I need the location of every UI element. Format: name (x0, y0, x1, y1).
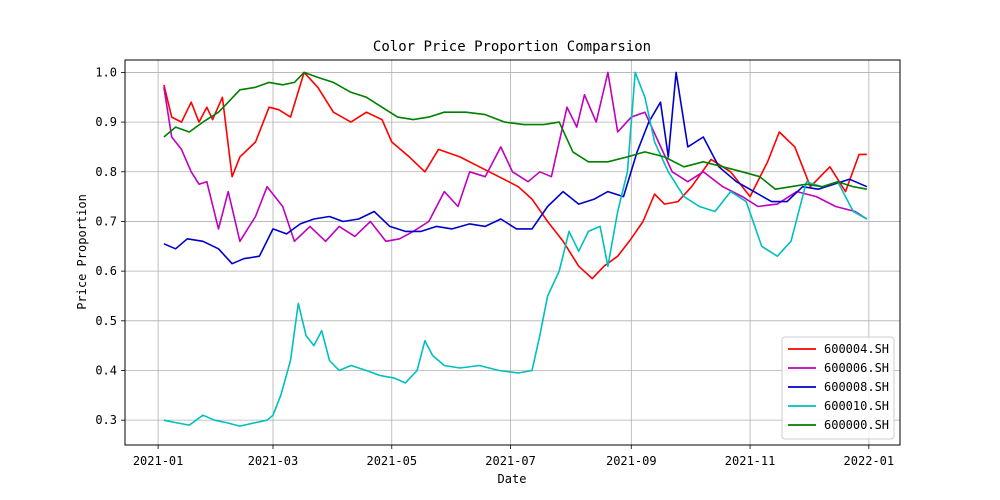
series-line-600006-sh (163, 71, 868, 243)
x-tick-label: 2021-09 (606, 454, 657, 468)
series-lines (163, 71, 868, 427)
legend-label: 600000.SH (824, 418, 889, 432)
series-line-600000-sh (163, 71, 868, 190)
x-tick-label: 2021-01 (133, 454, 184, 468)
y-tick-label: 0.6 (95, 264, 117, 278)
x-tick-label: 2021-11 (725, 454, 776, 468)
y-tick-label: 0.7 (95, 214, 117, 228)
grid (125, 60, 900, 445)
legend-box (781, 336, 895, 440)
series-line-600010-sh (163, 71, 868, 427)
series-line-600008-sh (163, 71, 868, 265)
y-tick-label: 1.0 (95, 65, 117, 79)
legend: 600004.SH 600006.SH 600008.SH 600010.SH 6000… (781, 336, 895, 440)
y-axis-title: Price Proportion (75, 194, 89, 310)
plot-frame (124, 59, 901, 446)
legend-label: 600006.SH (824, 361, 889, 375)
y-tick-label: 0.9 (95, 115, 117, 129)
y-tick-label: 0.5 (95, 314, 117, 328)
y-tick-label: 0.3 (95, 413, 117, 427)
y-tick-label: 0.8 (95, 165, 117, 179)
x-tick-label: 2021-07 (485, 454, 536, 468)
x-axis-title: Date (498, 472, 527, 486)
x-tick-label: 2021-03 (248, 454, 299, 468)
legend-label: 600010.SH (824, 399, 889, 413)
x-tick-label: 2021-05 (366, 454, 417, 468)
legend-label: 600004.SH (824, 342, 889, 356)
x-axis-ticks: 2021-01 2021-03 2021-05 2021-07 2021-09 2021-… (133, 445, 894, 468)
legend-label: 600008.SH (824, 380, 889, 394)
x-tick-label: 2022-01 (844, 454, 895, 468)
chart-title: Color Price Proportion Comparsion (373, 39, 651, 55)
y-axis-ticks: 0.3 0.4 0.5 0.6 0.7 0.8 0.9 1.0 (95, 65, 125, 427)
y-tick-label: 0.4 (95, 363, 117, 377)
